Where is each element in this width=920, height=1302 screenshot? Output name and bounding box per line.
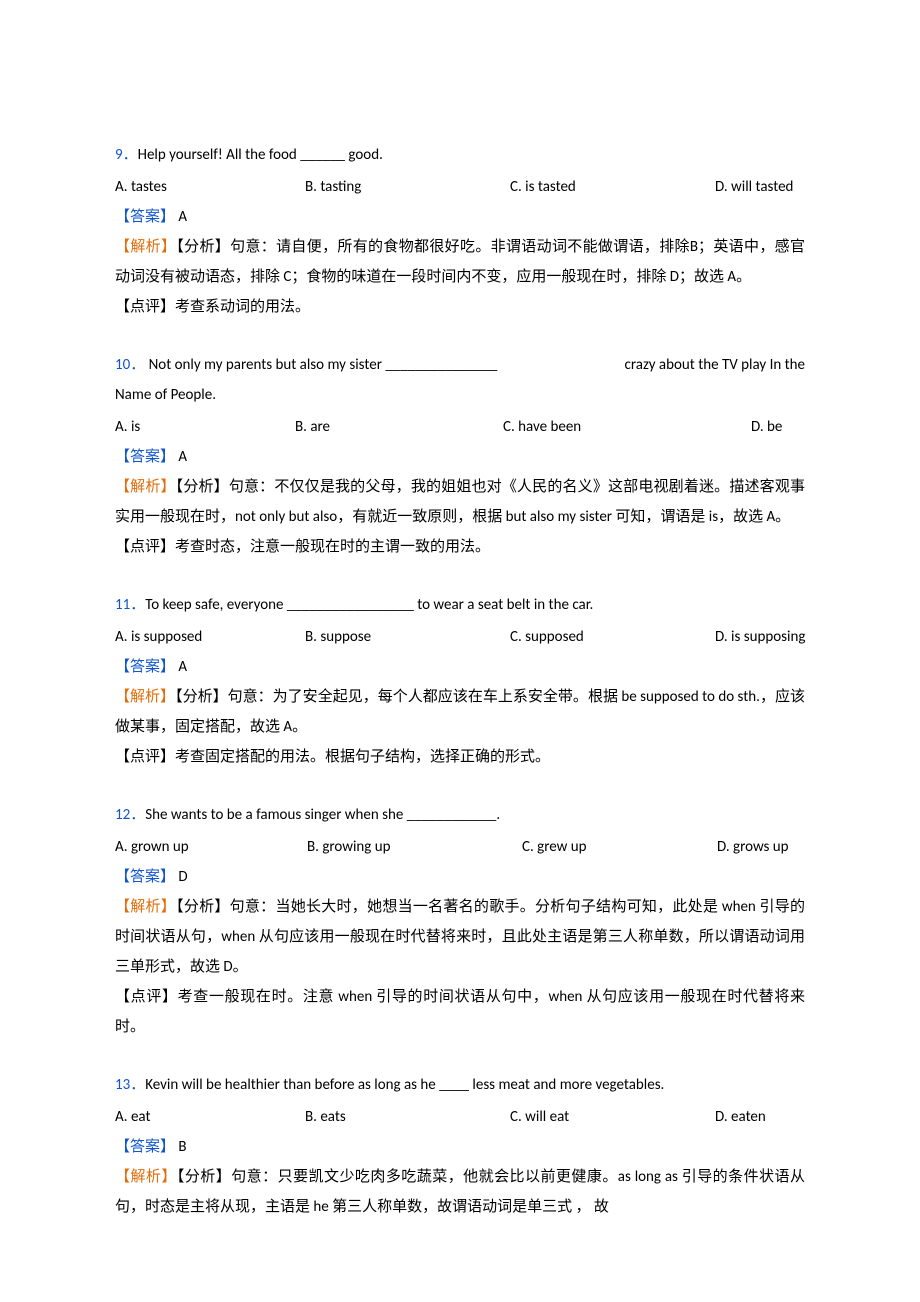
q12-opt-b: B. growing up: [307, 832, 522, 862]
q13-explain-text: 【分析】句意：只要凯文少吃肉多吃蔬菜，他就会比以前更健康。as long as …: [115, 1168, 805, 1216]
q12-opt-a: A. grown up: [115, 832, 307, 862]
q9-answer: A: [175, 208, 187, 226]
q13-options: A. eat B. eats C. will eat D. eaten: [115, 1102, 805, 1132]
q10-explain: 【解析】【分析】句意：不仅仅是我的父母，我的姐姐也对《人民的名义》这部电视剧着迷…: [115, 472, 805, 532]
q10-options: A. is B. are C. have been D. be: [115, 412, 805, 442]
explain-label: 【解析】: [115, 898, 176, 916]
q11-review-text: 考查固定搭配的用法。根据句子结构，选择正确的形式。: [175, 748, 550, 766]
review-label: 【点评】: [115, 748, 175, 766]
q12-opt-c: C. grew up: [522, 832, 717, 862]
q11-opt-a: A. is supposed: [115, 622, 305, 652]
q11-number: 11．: [115, 596, 145, 614]
answer-label: 【答案】: [115, 868, 175, 886]
question-11: 11．To keep safe, everyone ______________…: [115, 590, 805, 772]
q12-stem-line: 12．She wants to be a famous singer when …: [115, 800, 805, 830]
q13-stem-line: 13．Kevin will be healthier than before a…: [115, 1070, 805, 1100]
answer-label: 【答案】: [115, 208, 175, 226]
page: · 9．Help yourself! All the food ______ g…: [0, 0, 920, 1302]
q11-stem: To keep safe, everyone _________________…: [145, 596, 593, 614]
q10-stem-1a: Not only my parents but also my sister: [145, 356, 385, 374]
q10-opt-b: B. are: [295, 412, 503, 442]
q10-stem-line2: Name of People.: [115, 380, 805, 410]
explain-label: 【解析】: [115, 688, 175, 706]
q9-review: 【点评】考查系动词的用法。: [115, 292, 805, 322]
question-10: 10． Not only my parents but also my sist…: [115, 350, 805, 562]
explain-label: 【解析】: [115, 238, 176, 256]
q12-opt-d: D. grows up: [717, 832, 789, 862]
q13-opt-d: D. eaten: [715, 1102, 766, 1132]
q9-opt-d: D. will tasted: [715, 172, 793, 202]
q13-answer-line: 【答案】 B: [115, 1132, 805, 1162]
q11-opt-c: C. supposed: [510, 622, 715, 652]
q12-review: 【点评】考查一般现在时。注意 when 引导的时间状语从句中，when 从句应该…: [115, 982, 805, 1042]
q9-opt-c: C. is tasted: [510, 172, 715, 202]
q9-number: 9．: [115, 146, 138, 164]
explain-label: 【解析】: [115, 1168, 177, 1186]
q11-stem-line: 11．To keep safe, everyone ______________…: [115, 590, 805, 620]
q13-answer: B: [175, 1138, 187, 1156]
q12-answer: D: [175, 868, 188, 886]
q9-opt-a: A. tastes: [115, 172, 305, 202]
question-13: 13．Kevin will be healthier than before a…: [115, 1070, 805, 1222]
q10-stem-line1: 10． Not only my parents but also my sist…: [115, 350, 805, 380]
q13-opt-a: A. eat: [115, 1102, 305, 1132]
q10-number: 10．: [115, 356, 145, 374]
q13-stem: Kevin will be healthier than before as l…: [145, 1076, 664, 1094]
q13-opt-c: C. will eat: [510, 1102, 715, 1132]
q11-options: A. is supposed B. suppose C. supposed D.…: [115, 622, 805, 652]
q13-explain: 【解析】【分析】句意：只要凯文少吃肉多吃蔬菜，他就会比以前更健康。as long…: [115, 1162, 805, 1222]
q11-opt-d: D. is supposing: [715, 622, 805, 652]
q10-review-text: 考查时态，注意一般现在时的主谓一致的用法。: [175, 538, 490, 556]
q9-stem: Help yourself! All the food ______ good.: [138, 146, 383, 164]
answer-label: 【答案】: [115, 1138, 175, 1156]
spacer: [115, 336, 805, 350]
explain-label: 【解析】: [115, 478, 176, 496]
q9-explain-text: 【分析】句意：请自便，所有的食物都很好吃。非谓语动词不能做谓语，排除B；英语中，…: [115, 238, 805, 286]
review-label: 【点评】: [115, 538, 175, 556]
q10-answer-line: 【答案】 A: [115, 442, 805, 472]
q10-review: 【点评】考查时态，注意一般现在时的主谓一致的用法。: [115, 532, 805, 562]
q12-explain: 【解析】【分析】句意：当她长大时，她想当一名著名的歌手。分析句子结构可知，此处是…: [115, 892, 805, 982]
q12-number: 12．: [115, 806, 145, 824]
q12-stem: She wants to be a famous singer when she…: [145, 806, 500, 824]
q13-number: 13．: [115, 1076, 145, 1094]
review-label: 【点评】: [115, 988, 178, 1006]
answer-label: 【答案】: [115, 448, 175, 466]
q11-answer: A: [175, 658, 187, 676]
q11-opt-b: B. suppose: [305, 622, 510, 652]
q10-opt-c: C. have been: [503, 412, 751, 442]
question-12: 12．She wants to be a famous singer when …: [115, 800, 805, 1042]
spacer: [115, 786, 805, 800]
q10-answer: A: [175, 448, 187, 466]
q9-options: A. tastes B. tasting C. is tasted D. wil…: [115, 172, 805, 202]
q10-opt-d: D. be: [751, 412, 782, 442]
watermark-dot: ·: [458, 690, 462, 712]
q12-review-text: 考查一般现在时。注意 when 引导的时间状语从句中，when 从句应该用一般现…: [115, 988, 805, 1036]
q12-options: A. grown up B. growing up C. grew up D. …: [115, 832, 805, 862]
q9-answer-line: 【答案】 A: [115, 202, 805, 232]
q9-review-text: 考查系动词的用法。: [175, 298, 310, 316]
q10-blank: _______________: [385, 356, 497, 374]
q9-stem-line: 9．Help yourself! All the food ______ goo…: [115, 140, 805, 170]
q12-explain-text: 【分析】句意：当她长大时，她想当一名著名的歌手。分析句子结构可知，此处是 whe…: [115, 898, 805, 976]
q10-explain-text: 【分析】句意：不仅仅是我的父母，我的姐姐也对《人民的名义》这部电视剧着迷。描述客…: [115, 478, 805, 526]
answer-label: 【答案】: [115, 658, 175, 676]
q9-explain: 【解析】【分析】句意：请自便，所有的食物都很好吃。非谓语动词不能做谓语，排除B；…: [115, 232, 805, 292]
question-9: 9．Help yourself! All the food ______ goo…: [115, 140, 805, 322]
spacer: [115, 576, 805, 590]
q10-opt-a: A. is: [115, 412, 295, 442]
q10-l1-left: 10． Not only my parents but also my sist…: [115, 350, 497, 380]
spacer: [115, 1056, 805, 1070]
q12-answer-line: 【答案】 D: [115, 862, 805, 892]
q9-opt-b: B. tasting: [305, 172, 510, 202]
q10-l1-right: crazy about the TV play In the: [625, 350, 806, 380]
q11-review: 【点评】考查固定搭配的用法。根据句子结构，选择正确的形式。: [115, 742, 805, 772]
review-label: 【点评】: [115, 298, 175, 316]
q11-answer-line: 【答案】 A: [115, 652, 805, 682]
q13-opt-b: B. eats: [305, 1102, 510, 1132]
